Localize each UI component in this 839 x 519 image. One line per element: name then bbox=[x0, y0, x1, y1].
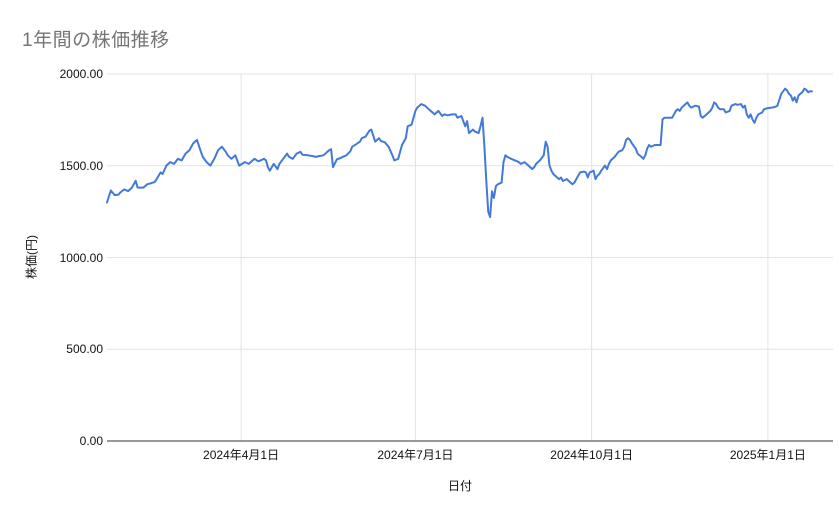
y-tick-label: 0.00 bbox=[79, 434, 103, 448]
x-tick-label: 2024年7月1日 bbox=[377, 448, 454, 462]
y-tick-label: 2000.00 bbox=[59, 67, 103, 81]
x-tick-label: 2024年10月1日 bbox=[550, 448, 633, 462]
y-axis-title: 株価(円) bbox=[24, 235, 39, 279]
x-axis-title: 日付 bbox=[447, 479, 473, 493]
x-tick-label: 2024年4月1日 bbox=[203, 448, 280, 462]
x-tick-label: 2025年1月1日 bbox=[729, 448, 806, 462]
chart-title: 1年間の株価推移 bbox=[22, 30, 170, 51]
y-tick-label: 500.00 bbox=[66, 342, 103, 357]
y-tick-label: 1500.00 bbox=[59, 158, 103, 173]
y-tick-label: 1000.00 bbox=[59, 250, 103, 265]
price-line-series bbox=[106, 87, 813, 219]
